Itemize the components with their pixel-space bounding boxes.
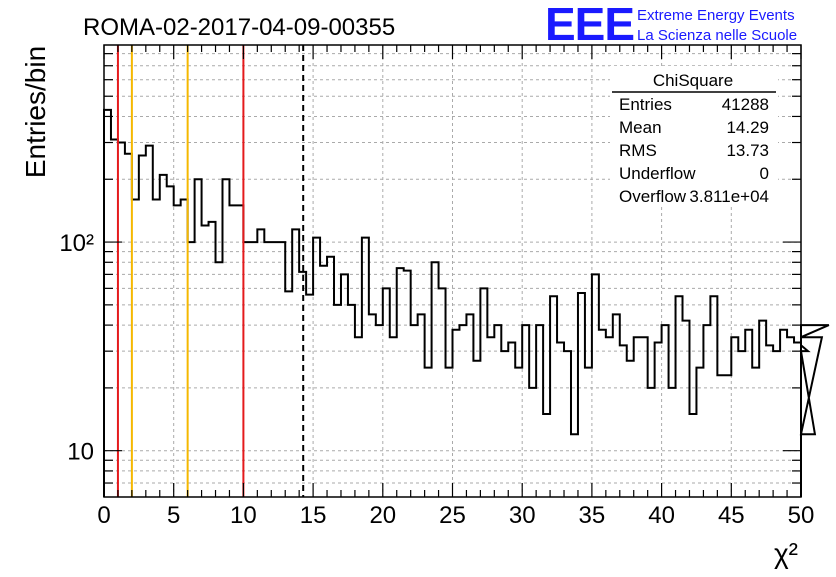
stats-rows: Entries 41288 Mean 14.29 RMS 13.73 Underflow 0 O… xyxy=(619,95,769,206)
x-tick-label: 25 xyxy=(439,502,466,529)
stats-title: ChiSquare xyxy=(653,71,733,90)
x-tick-label: 35 xyxy=(579,502,606,529)
grid xyxy=(104,45,801,497)
logo-line-2: La Scienza nelle Scuole xyxy=(637,27,797,44)
axis-ticks: 0 5 10 15 20 25 30 35 40 45 50 10 10² xyxy=(59,45,814,529)
stats-value: 0 xyxy=(760,164,769,183)
eee-logo: EEE xyxy=(545,0,634,50)
x-tick-label: 45 xyxy=(718,502,745,529)
x-tick-label: 5 xyxy=(167,502,180,529)
y-axis-label: Entries/bin xyxy=(20,46,51,178)
x-tick-label: 20 xyxy=(369,502,396,529)
stats-label: Overflow xyxy=(619,187,687,206)
run-title: ROMA-02-2017-04-09-00355 xyxy=(83,14,395,41)
stats-value: 14.29 xyxy=(726,118,769,137)
y-tick-label: 10² xyxy=(59,230,94,257)
x-tick-label: 50 xyxy=(788,502,815,529)
histogram-line xyxy=(103,108,830,497)
stats-label: RMS xyxy=(619,141,657,160)
x-tick-label: 40 xyxy=(648,502,675,529)
stats-background xyxy=(610,66,778,206)
stats-value: 3.811e+04 xyxy=(689,187,769,206)
x-tick-label: 10 xyxy=(230,502,257,529)
stats-value: 41288 xyxy=(722,95,769,114)
stats-box: ChiSquare Entries 41288 Mean 14.29 RMS 13.73 U… xyxy=(610,66,778,206)
stats-label: Mean xyxy=(619,118,662,137)
x-tick-label: 15 xyxy=(300,502,327,529)
x-axis-label: χ² xyxy=(774,538,798,569)
x-tick-label: 0 xyxy=(97,502,110,529)
stats-label: Entries xyxy=(619,95,672,114)
marker-lines xyxy=(116,45,305,497)
stats-value: 13.73 xyxy=(726,141,769,160)
y-tick-label: 10 xyxy=(67,439,94,466)
x-tick-label: 30 xyxy=(509,502,536,529)
stats-label: Underflow xyxy=(619,164,696,183)
logo-line-1: Extreme Energy Events xyxy=(637,7,795,24)
